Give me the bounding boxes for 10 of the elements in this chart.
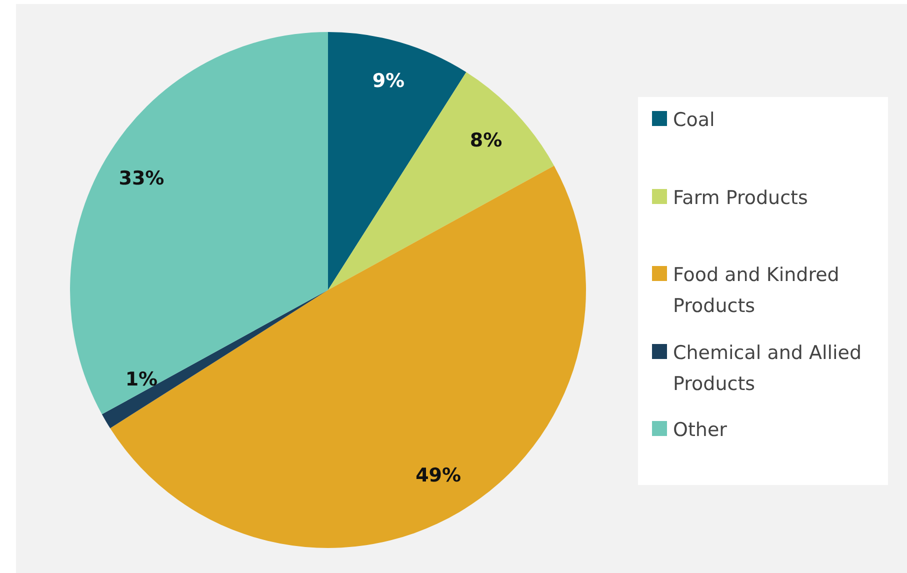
legend-label: Coal: [673, 108, 715, 133]
data-label: 1%: [125, 368, 158, 390]
data-label: 33%: [118, 168, 164, 190]
legend-label: Food and Kindred Products: [673, 263, 840, 319]
data-label: 8%: [470, 130, 502, 152]
data-label: 49%: [416, 464, 462, 486]
legend-label: Farm Products: [673, 186, 808, 210]
legend-label: Other: [673, 418, 727, 443]
legend-label: Chemical and Allied Products: [673, 340, 863, 396]
data-label: 9%: [372, 70, 405, 92]
